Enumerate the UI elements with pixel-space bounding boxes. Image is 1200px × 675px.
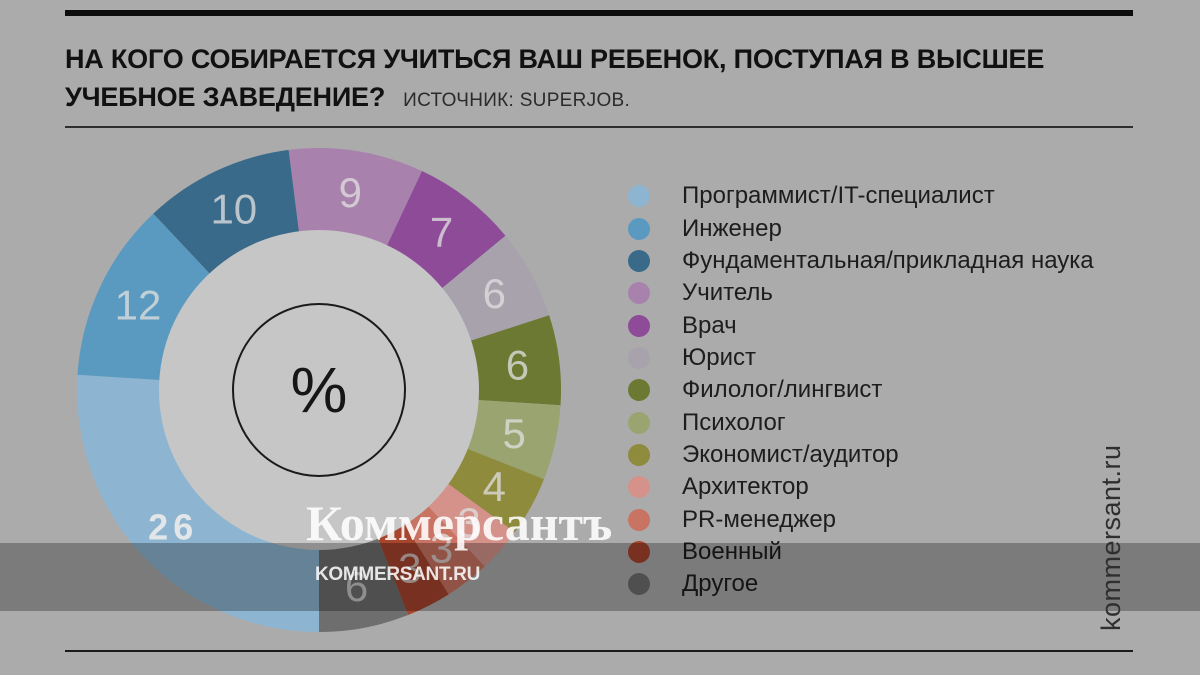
legend-swatch [628,346,650,369]
slice-value-label: 26 [148,506,198,547]
legend-item: Другое [628,568,1094,600]
legend-item: Учитель [628,277,1094,309]
source-label: ИСТОЧНИК: SUPERJOB. [403,90,631,111]
legend-item: Психолог [628,406,1094,438]
legend-item: PR-менеджер [628,503,1094,535]
legend-swatch [628,411,650,434]
legend-swatch [628,282,650,305]
watermark-brand: Коммерсантъ [306,495,613,551]
legend-swatch [628,508,650,531]
slice-value-label: 7 [430,209,453,256]
legend-item: Инженер [628,212,1094,244]
legend-item: Врач [628,309,1094,341]
slice-value-label: 6 [506,341,529,388]
legend-item: Архитектор [628,471,1094,503]
legend-label: Программист/IT-специалист [682,182,995,210]
legend-label: Военный [682,537,782,565]
legend-label: Психолог [682,408,786,436]
legend-swatch [628,217,650,240]
donut-hole [159,230,479,550]
slice-value-label: 3 [398,545,421,592]
slice-value-label: 10 [210,186,257,233]
top-rule [65,10,1133,16]
legend-label: Врач [682,311,737,339]
slice-value-label: 3 [430,525,453,572]
slice-value-label: 5 [503,410,526,457]
legend-item: Программист/IT-специалист [628,180,1094,212]
slice-value-label: 6 [345,563,368,610]
legend-item: Экономист/аудитор [628,439,1094,471]
slice-value-label: 3 [457,499,480,546]
legend-swatch [628,476,650,499]
legend-swatch [628,314,650,337]
legend-swatch [628,379,650,402]
legend-label: Архитектор [682,473,809,501]
legend-swatch [628,443,650,466]
site-url-vertical: kommersant.ru [1096,444,1126,631]
center-circle [232,303,406,477]
legend-swatch [628,249,650,272]
legend-label: Юрист [682,343,756,371]
legend-item: Военный [628,536,1094,568]
legend-label: Экономист/аудитор [682,440,899,468]
legend-item: Юрист [628,342,1094,374]
chart-title: НА КОГО СОБИРАЕТСЯ УЧИТЬСЯ ВАШ РЕБЕНОК, … [65,44,1045,112]
watermark-brand-url: KOMMERSANT.RU [315,564,480,585]
header-divider [65,126,1133,128]
legend-label: Филолог/лингвист [682,376,883,404]
legend-label: Инженер [682,214,782,242]
slice-value-label: 12 [115,281,162,328]
page-title: НА КОГО СОБИРАЕТСЯ УЧИТЬСЯ ВАШ РЕБЕНОК, … [65,40,1077,120]
legend: Программист/IT-специалист Инженер Фундамен… [628,180,1094,600]
bottom-rule [65,650,1133,652]
slice-value-label: 4 [483,463,506,510]
legend-item: Фундаментальная/прикладная наука [628,245,1094,277]
legend-swatch [628,540,650,563]
legend-swatch [628,185,650,208]
legend-item: Филолог/лингвист [628,374,1094,406]
donut-center-percent: % [291,354,348,426]
slice-value-label: 6 [483,270,506,317]
slice-value-label: 9 [339,169,362,216]
legend-swatch [628,573,650,596]
legend-label: Учитель [682,279,773,307]
legend-label: PR-менеджер [682,505,837,533]
legend-label: Другое [682,570,759,598]
legend-label: Фундаментальная/прикладная наука [682,246,1094,274]
